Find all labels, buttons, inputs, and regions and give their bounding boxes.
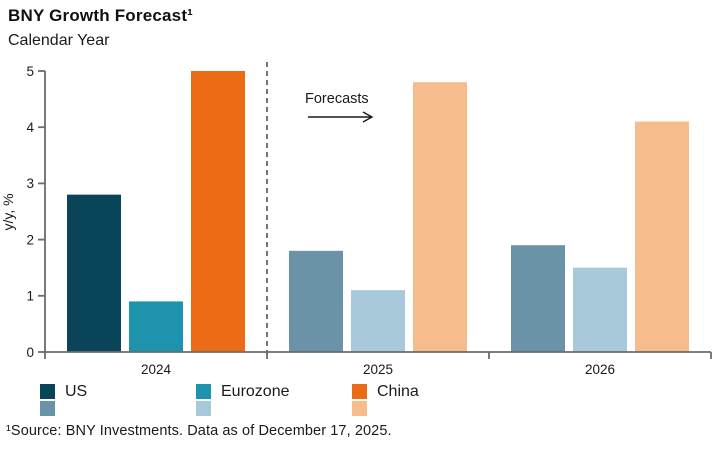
right-arrow-icon <box>308 111 374 123</box>
chart-subtitle: Calendar Year <box>8 32 110 49</box>
forecasts-annotation: Forecasts <box>305 91 369 107</box>
chart-legend: US Eurozone China <box>0 382 720 418</box>
y-axis-title: y/y, % <box>0 193 16 230</box>
bar-eurozone-2024 <box>129 301 183 352</box>
legend-swatch-china <box>352 384 367 416</box>
y-tick-label: 4 <box>26 120 34 135</box>
legend-swatch-us <box>40 384 55 416</box>
legend-label-us: US <box>65 383 88 400</box>
bar-china-2026 <box>635 121 689 352</box>
china-actual-swatch-icon <box>352 384 367 399</box>
eurozone-actual-swatch-icon <box>196 384 211 399</box>
legend-label-eurozone: Eurozone <box>221 383 290 400</box>
bar-china-2025 <box>413 82 467 353</box>
bar-us-2026 <box>511 245 565 352</box>
source-footnote: ¹Source: BNY Investments. Data as of Dec… <box>6 423 392 439</box>
bar-us-2024 <box>67 194 121 352</box>
legend-item: US <box>40 382 87 416</box>
legend-item: China <box>352 382 419 416</box>
legend-swatch-eurozone <box>196 384 211 416</box>
bar-eurozone-2025 <box>351 290 405 352</box>
y-tick-label: 5 <box>26 64 34 79</box>
us-actual-swatch-icon <box>40 384 55 399</box>
us-forecast-swatch-icon <box>40 401 55 416</box>
x-axis-label-2026: 2026 <box>585 362 615 377</box>
growth-bar-chart: 2024 2025 2026 0 1 2 3 4 5 y/y, % Forecasts <box>0 62 712 377</box>
legend-label-china: China <box>377 383 419 400</box>
legend-item: Eurozone <box>196 382 290 416</box>
y-tick-label: 2 <box>26 232 34 247</box>
eurozone-forecast-swatch-icon <box>196 401 211 416</box>
x-axis-label-2025: 2025 <box>363 362 393 377</box>
bar-china-2024 <box>191 71 245 352</box>
y-tick-label: 0 <box>26 345 34 360</box>
china-forecast-swatch-icon <box>352 401 367 416</box>
y-tick-label: 3 <box>26 176 34 191</box>
bar-us-2025 <box>289 250 343 352</box>
x-axis-label-2024: 2024 <box>141 362 172 377</box>
chart-title: BNY Growth Forecast¹ <box>8 6 194 25</box>
y-tick-label: 1 <box>26 289 34 304</box>
bar-eurozone-2026 <box>573 267 627 352</box>
